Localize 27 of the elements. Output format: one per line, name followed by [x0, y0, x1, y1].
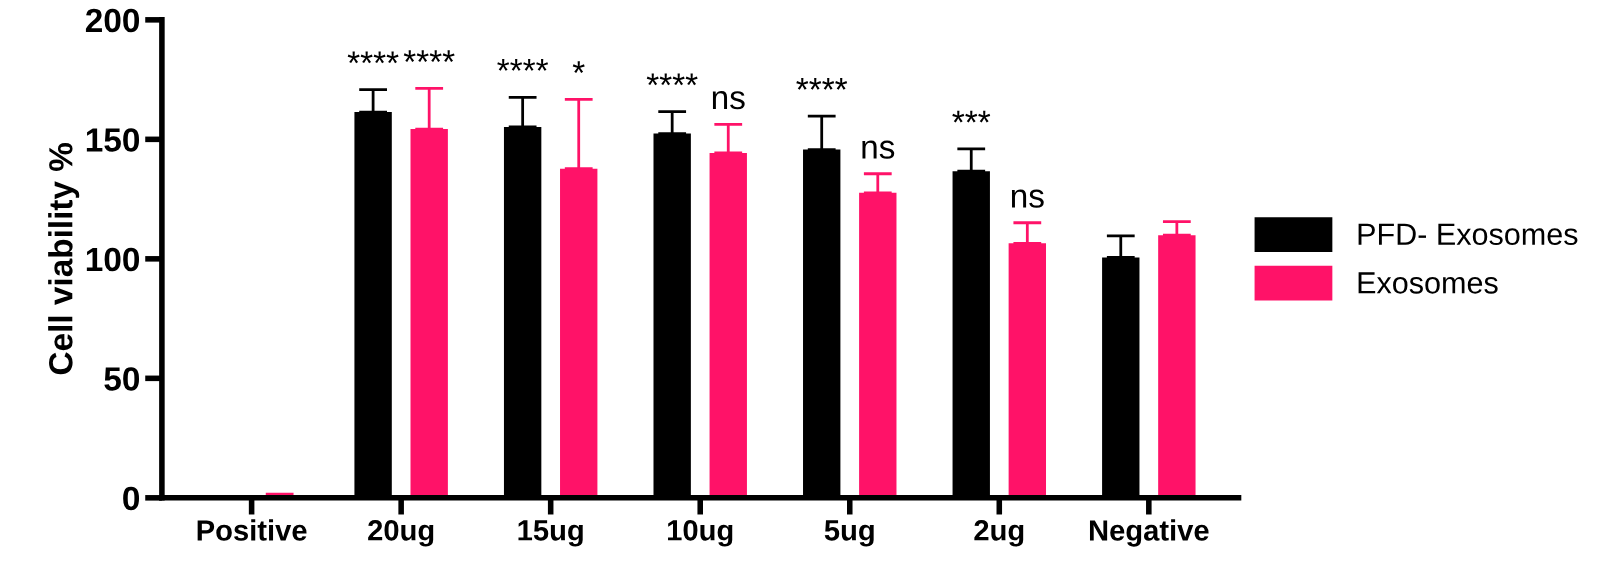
data-label: **** — [403, 50, 455, 62]
data-label: *** — [952, 110, 991, 123]
y-tick-label: 0 — [123, 486, 140, 511]
y-tick-label: 200 — [85, 8, 140, 33]
y-axis-title: Cell viability % — [48, 143, 80, 375]
y-tick-label: 100 — [86, 247, 140, 272]
x-tick-label: Negative — [1089, 519, 1209, 547]
data-label: **** — [497, 59, 549, 71]
data-label: ns — [862, 140, 895, 159]
x-tick-label: Positive — [197, 519, 307, 541]
y-tick-label: 150 — [86, 128, 140, 152]
x-tick-label: 5ug — [824, 520, 874, 547]
bar — [560, 168, 598, 498]
data-label: ns — [712, 91, 745, 110]
bar — [859, 192, 897, 498]
legend-label: PFD- Exosomes — [1358, 223, 1578, 246]
data-label: **** — [796, 77, 848, 90]
x-tick-label: 20ug — [368, 520, 434, 547]
x-tick-label: 10ug — [668, 520, 733, 547]
data-label: **** — [347, 51, 399, 64]
data-label: * — [572, 61, 585, 73]
x-tick-label: 2ug — [974, 520, 1024, 547]
legend-label: Exosomes — [1358, 272, 1498, 294]
y-tick-label: 50 — [104, 367, 140, 391]
data-label: ns — [1011, 189, 1044, 208]
x-tick-label: 15ug — [518, 520, 583, 547]
data-label: **** — [646, 73, 698, 86]
